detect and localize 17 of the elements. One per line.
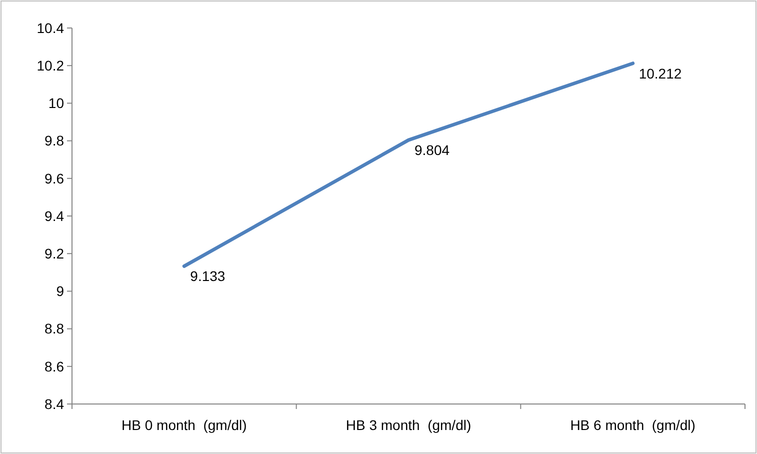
- y-tick-label: 9.2: [44, 246, 64, 262]
- y-tick-label: 9.4: [44, 208, 64, 224]
- y-tick-label: 8.6: [44, 358, 64, 374]
- y-tick-label: 8.8: [44, 320, 64, 337]
- y-tick-label: 9.8: [44, 132, 64, 149]
- x-tick-label: HB 6 month (gm/dl): [570, 417, 696, 433]
- y-tick-label: 9: [56, 283, 64, 300]
- x-tick-label: HB 3 month (gm/dl): [346, 417, 472, 433]
- y-tick-label: 8.4: [44, 396, 64, 412]
- y-tick-label: 9.6: [44, 170, 64, 186]
- data-label: 9.804: [414, 142, 450, 158]
- x-tick-label: HB 0 month (gm/dl): [122, 417, 247, 433]
- data-label: 9.133: [190, 268, 226, 284]
- y-tick-label: 10: [48, 95, 64, 112]
- y-tick-label: 10.2: [36, 58, 64, 74]
- data-label: 10.212: [638, 65, 682, 82]
- y-tick-label: 10.4: [36, 20, 64, 36]
